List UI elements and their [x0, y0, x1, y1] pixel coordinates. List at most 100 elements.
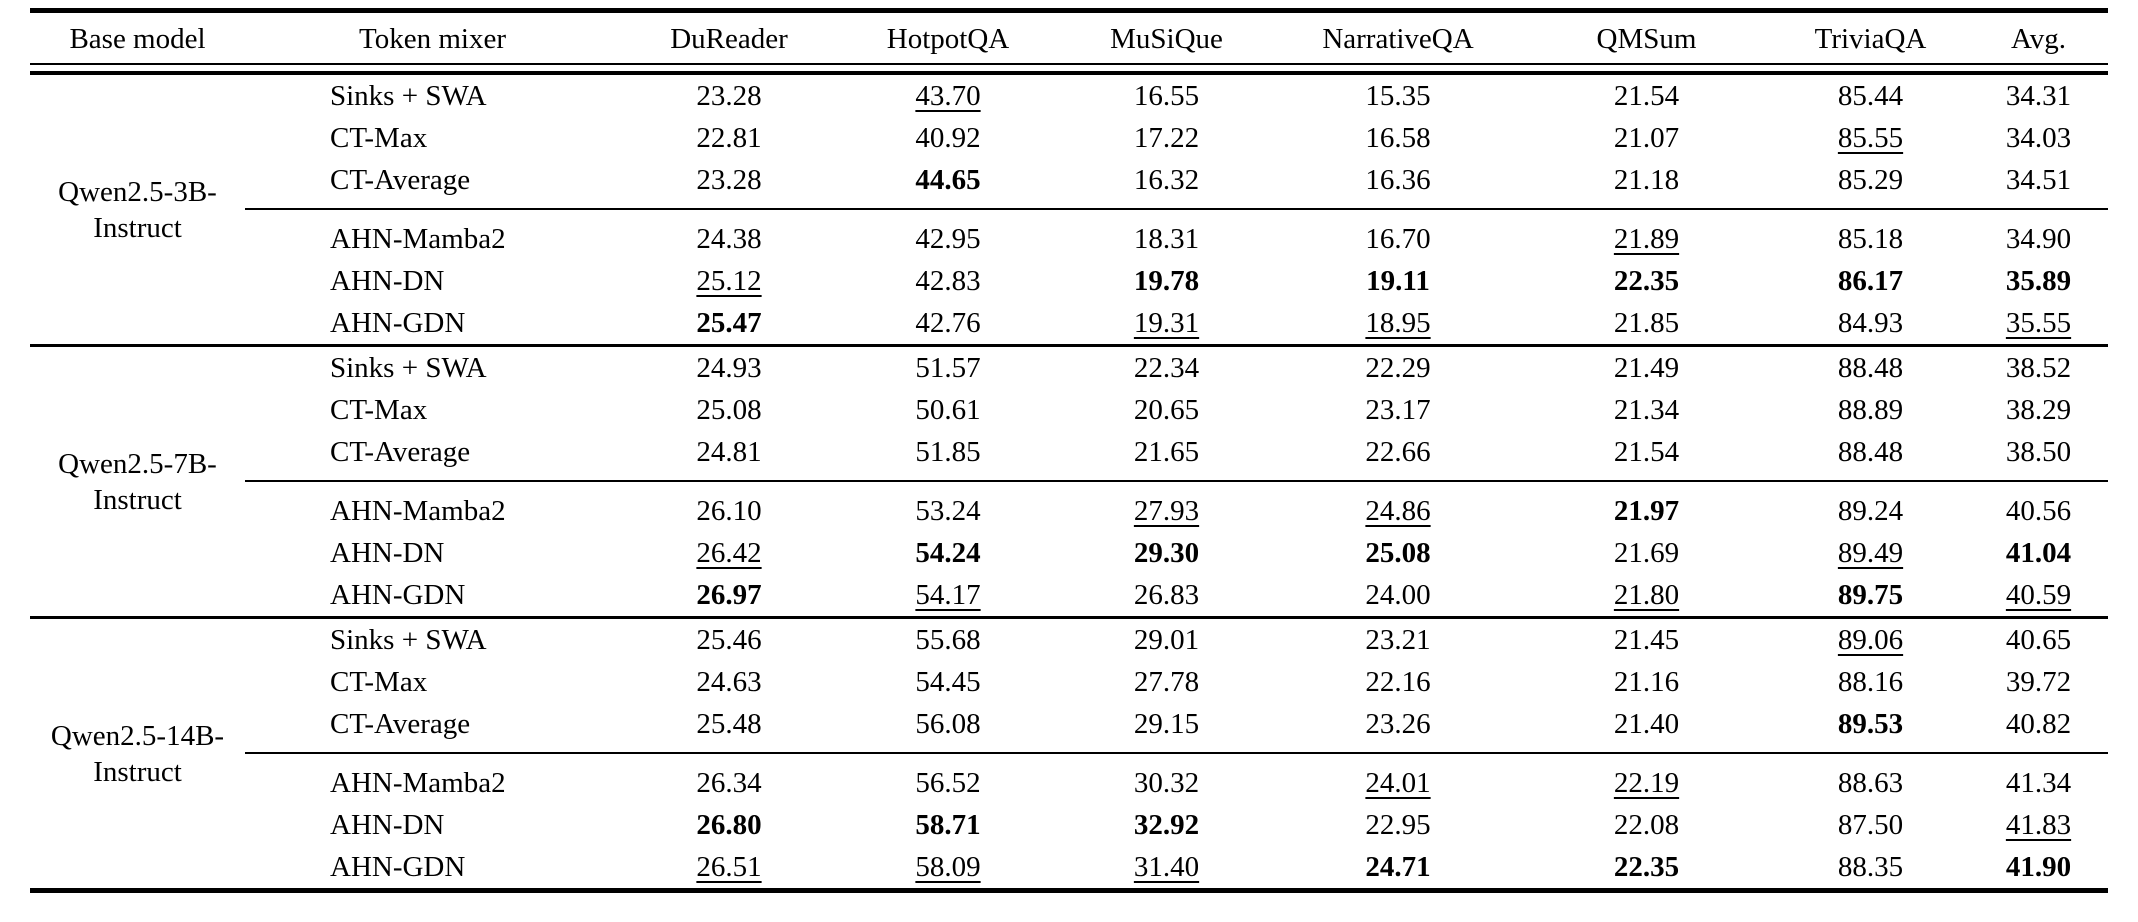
base-model-name: Qwen2.5-7B- Instruct — [30, 346, 245, 618]
header-double-rule — [30, 64, 2108, 75]
metric-value: 16.36 — [1365, 164, 1431, 196]
metric-value: 38.52 — [2005, 352, 2072, 384]
metric-value: 25.46 — [696, 624, 762, 656]
cell-qmsum: 21.89 — [1521, 209, 1772, 260]
cell-dureader: 25.08 — [620, 389, 838, 431]
base-model-name: Qwen2.5-14B- Instruct — [30, 618, 245, 891]
metric-value: 22.35 — [1613, 265, 1680, 297]
cell-qmsum: 21.40 — [1521, 703, 1772, 754]
cell-narrativeqa: 16.36 — [1275, 159, 1521, 210]
metric-value: 54.17 — [915, 579, 981, 611]
table-row: AHN-GDN 25.47 42.76 19.31 18.95 21.85 84.93 35.… — [30, 302, 2108, 346]
token-mixer-label: AHN-Mamba2 — [330, 223, 506, 255]
metric-value: 38.50 — [2005, 436, 2072, 468]
metric-value: 21.45 — [1613, 624, 1680, 656]
metric-value: 88.48 — [1837, 352, 1904, 384]
cell-narrativeqa: 24.71 — [1275, 846, 1521, 891]
metric-value: 26.42 — [696, 537, 762, 569]
model-group-qwen2-5-14b-instruct: Qwen2.5-14B- Instruct Sinks + SWA 25.46 55.6… — [30, 618, 2108, 891]
metric-value: 22.95 — [1365, 809, 1431, 841]
metric-value: 89.06 — [1837, 624, 1904, 656]
table-row: CT-Max 22.81 40.92 17.22 16.58 21.07 85.55 34.0… — [30, 117, 2108, 159]
table-row: AHN-GDN 26.97 54.17 26.83 24.00 21.80 89.75 40.… — [30, 574, 2108, 618]
cell-musique: 19.31 — [1058, 302, 1275, 346]
cell-dureader: 26.80 — [620, 804, 838, 846]
metric-value: 41.04 — [2005, 537, 2072, 569]
metric-value: 24.63 — [696, 666, 762, 698]
cell-dureader: 23.28 — [620, 73, 838, 117]
token-mixer-label: Sinks + SWA — [330, 80, 487, 112]
metric-value: 87.50 — [1837, 809, 1904, 841]
cell-musique: 19.78 — [1058, 260, 1275, 302]
metric-value: 88.89 — [1837, 394, 1904, 426]
metric-value: 23.28 — [696, 164, 762, 196]
metric-value: 35.89 — [2005, 265, 2072, 297]
cell-triviaqa: 88.35 — [1772, 846, 1969, 891]
metric-value: 29.01 — [1133, 624, 1200, 656]
results-table: Base model Token mixer DuReader HotpotQA… — [30, 8, 2108, 893]
cell-qmsum: 22.08 — [1521, 804, 1772, 846]
table-header: Base model Token mixer DuReader HotpotQA… — [30, 10, 2108, 75]
cell-triviaqa: 88.48 — [1772, 346, 1969, 390]
metric-value: 22.29 — [1365, 352, 1431, 384]
cell-avg: 38.29 — [1969, 389, 2108, 431]
cell-dureader: 25.46 — [620, 618, 838, 662]
metric-value: 24.86 — [1365, 495, 1431, 527]
cell-triviaqa: 85.29 — [1772, 159, 1969, 210]
metric-value: 51.57 — [915, 352, 981, 384]
cell-hotpotqa: 54.24 — [838, 532, 1058, 574]
metric-value: 21.16 — [1613, 666, 1680, 698]
metric-value: 21.97 — [1613, 495, 1680, 527]
token-mixer-label: CT-Max — [330, 122, 428, 154]
cell-qmsum: 21.97 — [1521, 481, 1772, 532]
table-row: CT-Average 25.48 56.08 29.15 23.26 21.40 89.53… — [30, 703, 2108, 754]
metric-value: 23.28 — [696, 80, 762, 112]
cell-avg: 41.83 — [1969, 804, 2108, 846]
column-header-qmsum: QMSum — [1521, 10, 1772, 65]
cell-qmsum: 21.85 — [1521, 302, 1772, 346]
metric-value: 56.52 — [915, 767, 981, 799]
cell-dureader: 24.38 — [620, 209, 838, 260]
metric-value: 21.49 — [1613, 352, 1680, 384]
metric-value: 34.03 — [2005, 122, 2072, 154]
cell-triviaqa: 88.16 — [1772, 661, 1969, 703]
metric-value: 21.65 — [1133, 436, 1200, 468]
metric-value: 32.92 — [1133, 809, 1200, 841]
column-header-base-model: Base model — [30, 10, 245, 65]
metric-value: 18.95 — [1365, 307, 1431, 339]
column-header-musique: MuSiQue — [1058, 10, 1275, 65]
cell-qmsum: 21.18 — [1521, 159, 1772, 210]
cell-musique: 29.15 — [1058, 703, 1275, 754]
token-mixer-label: AHN-DN — [330, 265, 445, 297]
cell-musique: 16.32 — [1058, 159, 1275, 210]
cell-narrativeqa: 16.70 — [1275, 209, 1521, 260]
metric-value: 40.56 — [2005, 495, 2072, 527]
metric-value: 16.32 — [1133, 164, 1200, 196]
metric-value: 42.83 — [915, 265, 981, 297]
cell-triviaqa: 88.63 — [1772, 753, 1969, 804]
token-mixer-label: CT-Max — [330, 394, 428, 426]
metric-value: 40.65 — [2005, 624, 2072, 656]
cell-narrativeqa: 22.29 — [1275, 346, 1521, 390]
cell-triviaqa: 84.93 — [1772, 302, 1969, 346]
metric-value: 42.95 — [915, 223, 981, 255]
metric-value: 21.80 — [1613, 579, 1680, 611]
metric-value: 29.30 — [1133, 537, 1200, 569]
cell-dureader: 24.93 — [620, 346, 838, 390]
cell-musique: 29.30 — [1058, 532, 1275, 574]
cell-qmsum: 22.35 — [1521, 260, 1772, 302]
cell-triviaqa: 89.06 — [1772, 618, 1969, 662]
base-model-name-line: Qwen2.5-14B- — [50, 719, 225, 752]
metric-value: 26.97 — [696, 579, 762, 611]
cell-avg: 34.03 — [1969, 117, 2108, 159]
cell-narrativeqa: 23.26 — [1275, 703, 1521, 754]
cell-triviaqa: 89.53 — [1772, 703, 1969, 754]
metric-value: 21.54 — [1613, 436, 1680, 468]
metric-value: 27.93 — [1133, 495, 1200, 527]
metric-value: 89.53 — [1837, 708, 1904, 740]
cell-musique: 29.01 — [1058, 618, 1275, 662]
cell-dureader: 23.28 — [620, 159, 838, 210]
metric-value: 56.08 — [915, 708, 981, 740]
token-mixer-label: AHN-GDN — [330, 307, 466, 339]
cell-narrativeqa: 23.21 — [1275, 618, 1521, 662]
